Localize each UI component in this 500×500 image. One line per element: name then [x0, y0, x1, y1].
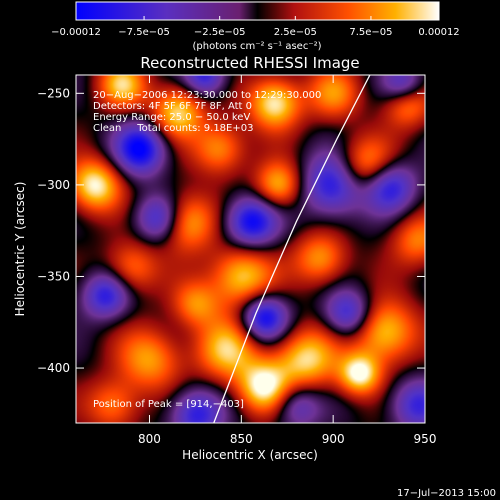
x-tick-label: 850 — [230, 432, 253, 446]
solar-limb-curve — [213, 75, 371, 423]
annotation-detectors: Detectors: 4F 5F 6F 7F 8F, Att 0 — [93, 101, 252, 112]
colorbar-tick-label: 7.5e−05 — [349, 27, 392, 38]
annotation-energy: Energy Range: 25.0 − 50.0 keV — [93, 112, 250, 123]
peak-position-label: Position of Peak = [914,−403] — [93, 399, 244, 410]
heatmap-image — [76, 75, 425, 423]
plot-area: 800 850 900 950 −250 −300 −350 −400 20−Aug−2006… — [37, 74, 436, 446]
x-tick-label: 950 — [414, 432, 437, 446]
y-tick-label: −250 — [37, 86, 70, 100]
colorbar-tick-label: −0.00012 — [51, 27, 101, 38]
annotation-counts: Clean Total counts: 9.18E+03 — [93, 123, 253, 134]
plot-frame — [75, 74, 426, 424]
chart-title: Reconstructed RHESSI Image — [140, 54, 359, 72]
y-tick-label: −350 — [37, 269, 70, 283]
x-axis-label: Heliocentric X (arcsec) — [182, 448, 318, 462]
axis-ticks: 800 850 900 950 −250 −300 −350 −400 — [37, 75, 436, 446]
colorbar-tick-label: −7.5e−05 — [118, 27, 170, 38]
colorbar-tick-label: 2.5e−05 — [274, 27, 317, 38]
x-tick-label: 900 — [322, 432, 345, 446]
x-tick-label: 800 — [138, 432, 161, 446]
annotation-time: 20−Aug−2006 12:23:30.000 to 12:29:30.000 — [93, 90, 321, 101]
footer-timestamp: 17−Jul−2013 15:00 — [397, 488, 496, 499]
colorbar-ticks: −0.00012 −7.5e−05 −2.5e−05 2.5e−05 7.5e−05 0.… — [51, 16, 460, 38]
y-tick-label: −400 — [37, 361, 70, 375]
colorbar-tick-label: 0.00012 — [418, 27, 459, 38]
colorbar-tick-label: −2.5e−05 — [194, 27, 246, 38]
colorbar: −0.00012 −7.5e−05 −2.5e−05 2.5e−05 7.5e−05 0.… — [51, 1, 460, 52]
colorbar-units: (photons cm⁻² s⁻¹ asec⁻²) — [192, 41, 321, 52]
y-axis-label: Heliocentric Y (arcsec) — [13, 182, 27, 317]
y-tick-label: −300 — [37, 178, 70, 192]
annotation-block: 20−Aug−2006 12:23:30.000 to 12:29:30.000… — [93, 90, 321, 134]
colorbar-gradient — [75, 1, 440, 21]
